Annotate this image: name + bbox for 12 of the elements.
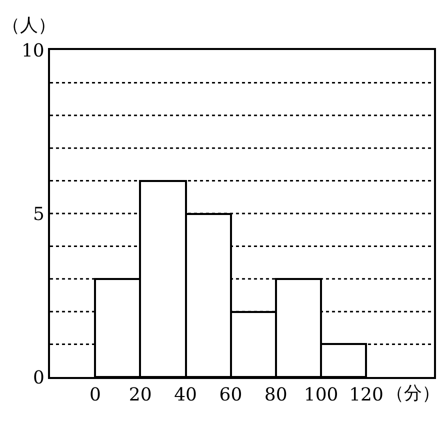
x-tick-label: 100 — [304, 384, 338, 406]
y-tick-label: 10 — [21, 40, 44, 62]
y-axis-title: （人） — [2, 15, 56, 36]
x-tick-label: 80 — [264, 384, 288, 406]
x-tick-label: 20 — [128, 384, 152, 406]
y-tick-label: 5 — [32, 204, 44, 225]
x-tick-label: 60 — [219, 384, 242, 406]
x-tick-label: 0 — [89, 384, 101, 406]
x-tick-label: 120 — [349, 384, 384, 406]
y-tick-label: 0 — [32, 367, 44, 388]
x-tick-label: 40 — [174, 384, 197, 406]
x-axis-title: （分） — [386, 383, 440, 404]
